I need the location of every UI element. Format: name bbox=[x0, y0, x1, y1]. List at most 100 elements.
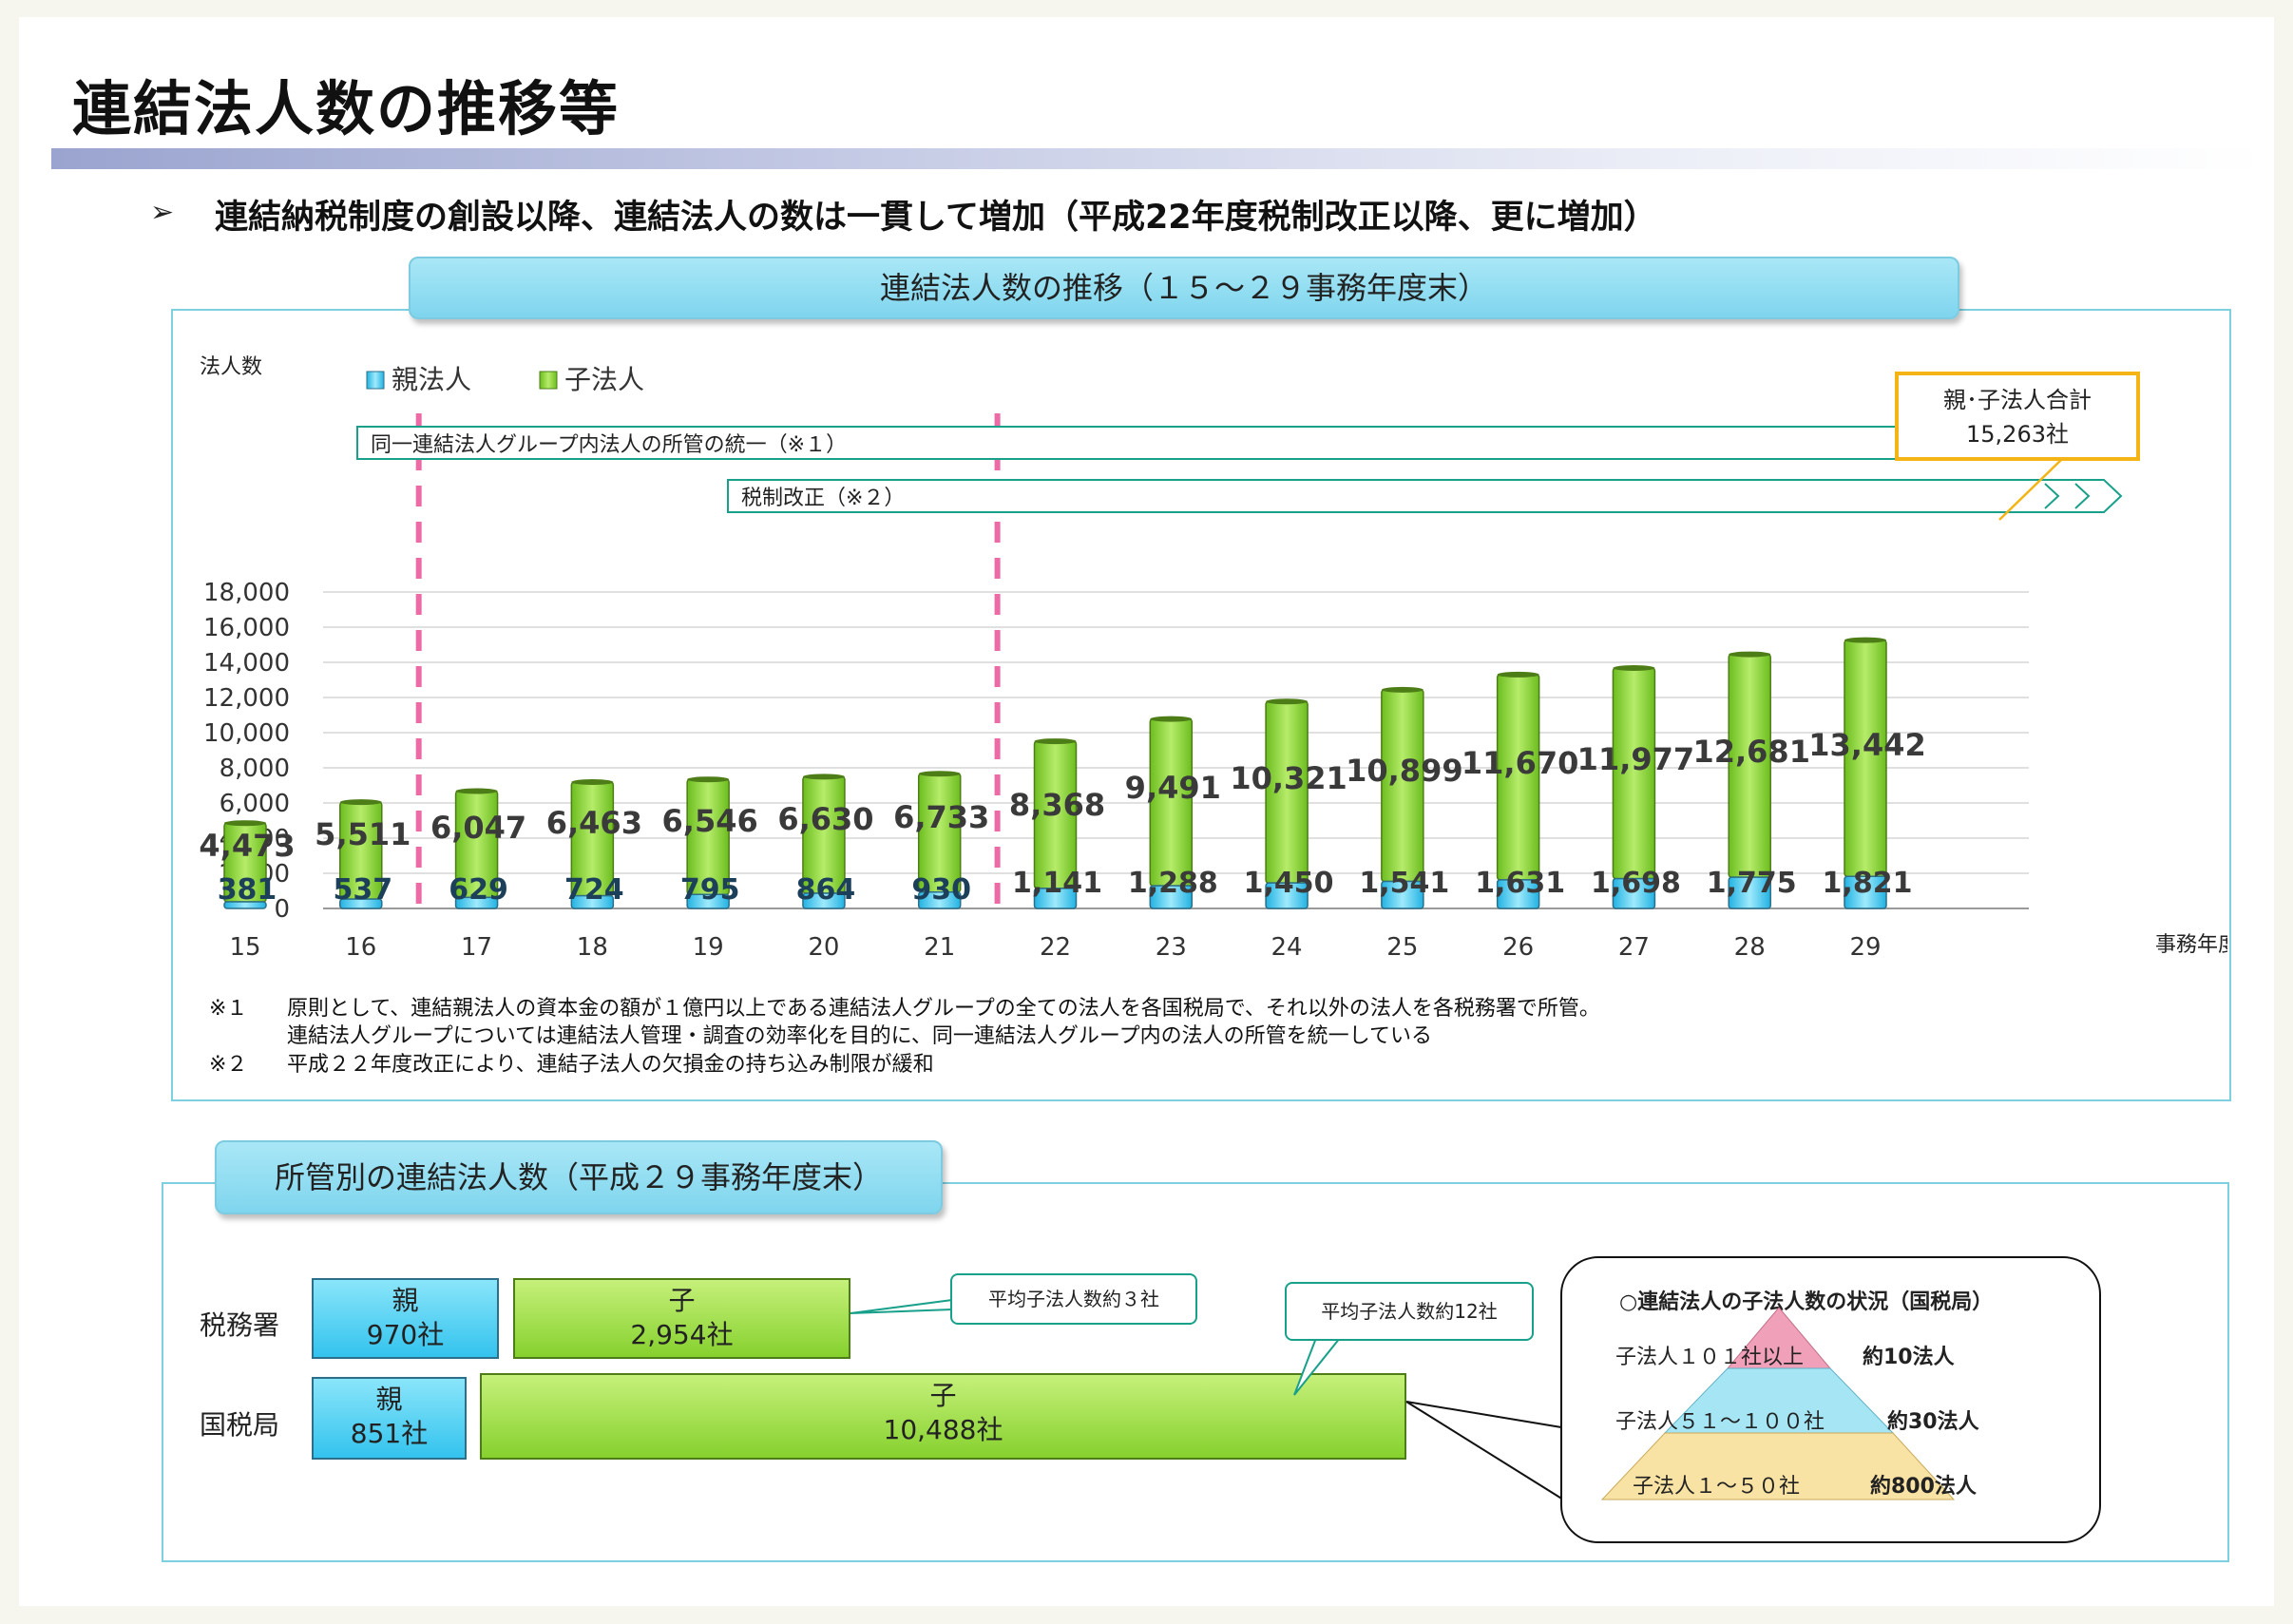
bar-parent bbox=[1612, 877, 1656, 909]
bureau-callout-text: 平均子法人数約12社 bbox=[1321, 1300, 1498, 1323]
tax-office-callout: 平均子法人数約３社 bbox=[950, 1273, 1197, 1325]
bar-parent bbox=[802, 892, 846, 909]
x-tick-label: 17 bbox=[461, 933, 492, 962]
legend-parent-swatch bbox=[366, 371, 385, 390]
bar-child-top bbox=[918, 771, 961, 777]
bar-parent bbox=[570, 894, 615, 909]
pyramid-svg bbox=[1600, 1307, 1956, 1500]
y-tick-label: 0 bbox=[274, 895, 290, 924]
x-tick-label: 19 bbox=[693, 933, 724, 962]
callout-1-pointer bbox=[850, 1299, 953, 1314]
pyramid-bottom-tier bbox=[1600, 1432, 1956, 1500]
bar-child-top bbox=[1381, 686, 1424, 693]
data-label-parent: 1,141 bbox=[1012, 867, 1102, 900]
row-label-tax-office: 税務署 bbox=[200, 1309, 280, 1341]
bar-parent bbox=[917, 891, 962, 909]
footnote-2-line: 平成２２年度改正により、連結子法人の欠損金の持ち込み制限が緩和 bbox=[287, 1053, 934, 1077]
pyramid-connector-bottom bbox=[1405, 1401, 1564, 1500]
page-title: 連結法人数の推移等 bbox=[72, 74, 621, 143]
pyramid-box: ○連結法人の子法人数の状況（国税局） 子法人１０１社以上 約10法人 子法人５１… bbox=[1560, 1256, 2101, 1543]
pyramid-level-3-count: 約800法人 bbox=[1870, 1475, 1977, 1499]
arrow-2-label: 税制改正（※２） bbox=[741, 487, 905, 510]
footnote-1-mark: ※１ bbox=[209, 997, 248, 1021]
bar-child-top bbox=[224, 820, 266, 827]
x-tick-label: 18 bbox=[577, 933, 608, 962]
bar-parent bbox=[686, 893, 730, 909]
x-tick-label: 23 bbox=[1156, 933, 1187, 962]
y-tick-label: 6,000 bbox=[220, 790, 290, 818]
row-label-regional-bureau: 国税局 bbox=[200, 1409, 280, 1441]
pyramid-connector-top bbox=[1405, 1401, 1562, 1428]
data-label-child: 11,977 bbox=[1577, 741, 1694, 777]
data-label-child: 12,681 bbox=[1692, 734, 1809, 770]
y-tick-label: 18,000 bbox=[203, 579, 290, 607]
bureau-child-bar: 子 10,488社 bbox=[480, 1373, 1406, 1460]
data-label-child: 11,670 bbox=[1462, 745, 1578, 781]
data-label-parent: 1,288 bbox=[1128, 867, 1218, 900]
bar-child-top bbox=[455, 788, 498, 794]
x-tick-label: 22 bbox=[1040, 933, 1071, 962]
jurisdiction-banner: 所管別の連結法人数（平成２９事務年度末） bbox=[215, 1140, 943, 1214]
data-label-child: 10,321 bbox=[1230, 760, 1347, 796]
bar-parent bbox=[223, 901, 267, 909]
bar-child-top bbox=[1497, 671, 1539, 678]
bar-parent bbox=[1496, 879, 1540, 909]
data-label-child: 8,368 bbox=[1009, 787, 1105, 823]
x-tick-label: 15 bbox=[229, 933, 260, 962]
pyramid-level-3-range: 子法人１～５０社 bbox=[1633, 1475, 1801, 1499]
bureau-parent-bar: 親 851社 bbox=[312, 1377, 467, 1460]
bar-parent bbox=[454, 896, 499, 909]
x-tick-label: 16 bbox=[345, 933, 376, 962]
bar-child-top bbox=[802, 774, 845, 780]
data-label-child: 13,442 bbox=[1808, 727, 1925, 763]
data-label-parent: 629 bbox=[449, 873, 508, 907]
bureau-parent-title: 親 bbox=[375, 1384, 403, 1415]
x-tick-label: 21 bbox=[924, 933, 955, 962]
data-label-parent: 1,821 bbox=[1823, 867, 1913, 900]
legend-child-swatch bbox=[539, 371, 558, 390]
callout-2-pointer bbox=[1293, 1337, 1341, 1396]
pyramid-level-2-range: 子法人５１～１００社 bbox=[1615, 1410, 1825, 1434]
pyramid-level-1-range: 子法人１０１社以上 bbox=[1615, 1346, 1805, 1369]
total-pointer bbox=[1998, 458, 2063, 521]
data-label-child: 6,630 bbox=[777, 801, 873, 837]
data-label-child: 6,463 bbox=[546, 805, 642, 841]
data-label-child: 5,511 bbox=[315, 816, 411, 852]
arrow-2-body bbox=[727, 479, 2123, 513]
tax-office-parent-count: 970社 bbox=[366, 1319, 445, 1350]
x-tick-label: 24 bbox=[1271, 933, 1303, 962]
bar-child-top bbox=[1613, 665, 1655, 672]
x-axis-label: 事務年度 bbox=[2155, 933, 2227, 957]
x-tick-label: 25 bbox=[1386, 933, 1418, 962]
data-label-parent: 1,631 bbox=[1475, 867, 1565, 900]
data-label-child: 6,546 bbox=[662, 803, 758, 839]
footnote-1-line-2: 連結法人グループについては連結法人管理・調査の効率化を目的に、同一連結法人グルー… bbox=[287, 1024, 1432, 1048]
bar-parent bbox=[1033, 888, 1078, 909]
data-label-child: 4,473 bbox=[199, 828, 295, 864]
pyramid-level-1-count: 約10法人 bbox=[1863, 1346, 1955, 1369]
bar-parent bbox=[1381, 880, 1424, 909]
bar-parent bbox=[1728, 876, 1771, 909]
data-label-parent: 537 bbox=[333, 873, 392, 907]
bar-child-top bbox=[1266, 698, 1309, 705]
bureau-child-count: 10,488社 bbox=[883, 1414, 1003, 1445]
y-tick-label: 14,000 bbox=[203, 649, 290, 678]
data-label-parent: 930 bbox=[911, 873, 971, 907]
x-tick-label: 27 bbox=[1618, 933, 1650, 962]
chart: 02,0004,0006,0008,00010,00012,00014,0001… bbox=[171, 309, 2239, 1012]
y-tick-label: 8,000 bbox=[220, 755, 290, 783]
bar-parent bbox=[1149, 885, 1194, 909]
bureau-parent-count: 851社 bbox=[350, 1418, 429, 1449]
y-tick-label: 12,000 bbox=[203, 684, 290, 713]
bureau-child-title: 子 bbox=[929, 1380, 957, 1411]
arrow-1-label: 同一連結法人グループ内法人の所管の統一（※１） bbox=[371, 433, 847, 457]
jurisdiction-banner-text: 所管別の連結法人数（平成２９事務年度末） bbox=[274, 1159, 883, 1195]
tax-office-parent-title: 親 bbox=[392, 1285, 419, 1316]
data-label-child: 10,899 bbox=[1346, 753, 1462, 789]
tax-office-child-bar: 子 2,954社 bbox=[513, 1278, 850, 1359]
tax-office-child-count: 2,954社 bbox=[630, 1319, 734, 1350]
data-label-parent: 724 bbox=[564, 873, 624, 907]
data-label-parent: 1,775 bbox=[1707, 867, 1797, 900]
bar-child-top bbox=[571, 779, 614, 786]
